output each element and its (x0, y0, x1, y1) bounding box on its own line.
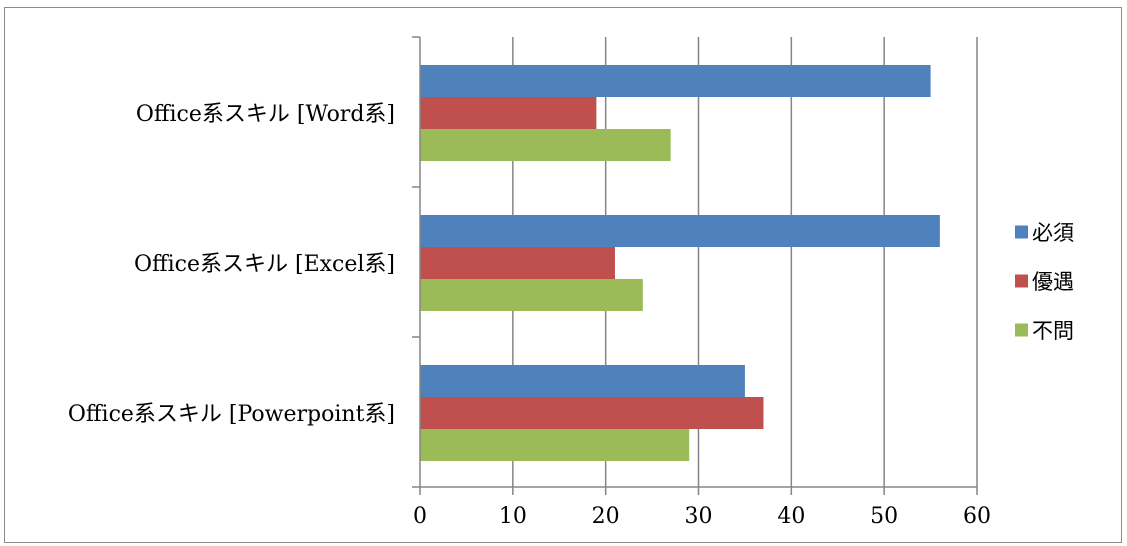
bar-3-必須 (420, 365, 745, 397)
x-tick-label-20: 20 (592, 504, 620, 529)
x-tick-label-10: 10 (499, 504, 527, 529)
x-tick-label-0: 0 (413, 504, 427, 529)
bar-2-優遇 (420, 247, 615, 279)
bar-1-不問 (420, 129, 671, 161)
bar-2-必須 (420, 215, 940, 247)
category-label-2: Office系スキル [Excel系] (134, 252, 395, 277)
x-tick-label-40: 40 (777, 504, 805, 529)
legend-swatch-不問 (1015, 323, 1028, 337)
category-label-1: Office系スキル [Word系] (136, 102, 395, 127)
legend-label-優遇: 優遇 (1032, 270, 1074, 294)
legend-swatch-優遇 (1015, 274, 1028, 288)
x-tick-label-60: 60 (963, 504, 991, 529)
legend-label-必須: 必須 (1032, 221, 1074, 245)
legend-swatch-必須 (1015, 225, 1028, 239)
x-tick-label-50: 50 (870, 504, 898, 529)
bar-1-必須 (420, 65, 931, 97)
x-tick-label-30: 30 (685, 504, 713, 529)
legend-label-不問: 不問 (1032, 319, 1074, 343)
bar-3-不問 (420, 429, 690, 461)
bar-2-不問 (420, 279, 643, 311)
category-label-3: Office系スキル [Powerpoint系] (68, 402, 395, 427)
bar-3-優遇 (420, 397, 764, 429)
bar-1-優遇 (420, 97, 597, 129)
